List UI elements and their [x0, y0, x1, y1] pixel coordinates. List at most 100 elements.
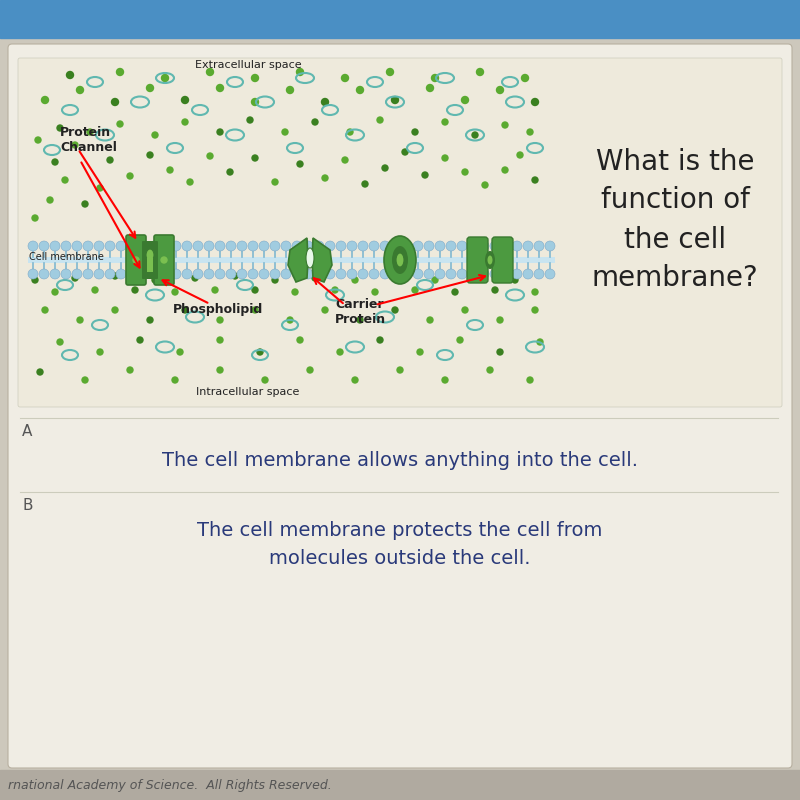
Circle shape [132, 287, 138, 293]
Circle shape [347, 129, 353, 135]
Circle shape [502, 167, 508, 173]
Circle shape [167, 167, 173, 173]
Circle shape [105, 241, 115, 251]
Circle shape [391, 269, 401, 279]
FancyBboxPatch shape [142, 241, 158, 279]
Circle shape [105, 269, 115, 279]
Circle shape [325, 269, 335, 279]
Circle shape [372, 289, 378, 295]
Circle shape [501, 269, 511, 279]
Circle shape [237, 241, 247, 251]
Circle shape [347, 241, 357, 251]
Circle shape [171, 269, 181, 279]
Circle shape [35, 137, 41, 143]
Circle shape [426, 85, 434, 91]
Circle shape [352, 277, 358, 283]
Circle shape [32, 277, 38, 283]
Circle shape [111, 98, 118, 106]
Circle shape [492, 287, 498, 293]
Circle shape [116, 241, 126, 251]
Circle shape [545, 241, 555, 251]
Circle shape [287, 317, 293, 323]
Circle shape [83, 269, 93, 279]
Circle shape [452, 289, 458, 295]
Circle shape [431, 74, 438, 82]
Polygon shape [312, 238, 332, 282]
Circle shape [217, 317, 223, 323]
Ellipse shape [146, 249, 154, 261]
Bar [0, 0, 800, 38]
Text: Protein
Channel: Protein Channel [60, 126, 117, 154]
Circle shape [52, 289, 58, 295]
Circle shape [32, 215, 38, 221]
Circle shape [286, 86, 294, 94]
Circle shape [94, 269, 104, 279]
Circle shape [161, 257, 167, 263]
Circle shape [72, 275, 78, 281]
Circle shape [432, 277, 438, 283]
Circle shape [57, 125, 63, 131]
Circle shape [217, 85, 223, 91]
Circle shape [252, 155, 258, 161]
Circle shape [207, 153, 213, 159]
Circle shape [182, 307, 188, 313]
Circle shape [177, 349, 183, 355]
FancyBboxPatch shape [8, 44, 792, 768]
Ellipse shape [392, 246, 408, 274]
Circle shape [534, 269, 544, 279]
Circle shape [212, 287, 218, 293]
Circle shape [217, 337, 223, 343]
Circle shape [82, 377, 88, 383]
Circle shape [97, 185, 103, 191]
Circle shape [226, 241, 236, 251]
Text: Phospholipid: Phospholipid [173, 303, 263, 317]
Circle shape [107, 157, 113, 163]
Circle shape [259, 269, 269, 279]
Circle shape [497, 317, 503, 323]
Circle shape [325, 241, 335, 251]
Circle shape [512, 269, 522, 279]
Ellipse shape [306, 248, 314, 268]
Circle shape [517, 152, 523, 158]
Circle shape [127, 173, 133, 179]
Circle shape [83, 241, 93, 251]
Circle shape [472, 275, 478, 281]
Circle shape [37, 369, 43, 375]
Circle shape [39, 241, 49, 251]
Circle shape [501, 241, 511, 251]
Circle shape [215, 269, 225, 279]
Text: B: B [22, 498, 33, 514]
Circle shape [497, 349, 503, 355]
Circle shape [468, 241, 478, 251]
Circle shape [380, 269, 390, 279]
Circle shape [138, 269, 148, 279]
Circle shape [252, 307, 258, 313]
Circle shape [50, 241, 60, 251]
Circle shape [292, 269, 302, 279]
Circle shape [149, 241, 159, 251]
Circle shape [303, 241, 313, 251]
Circle shape [457, 337, 463, 343]
Circle shape [137, 337, 143, 343]
Circle shape [147, 152, 153, 158]
Circle shape [392, 307, 398, 313]
Bar [0, 770, 800, 800]
Circle shape [146, 85, 154, 91]
Circle shape [47, 197, 53, 203]
Circle shape [77, 317, 83, 323]
Circle shape [270, 241, 280, 251]
Circle shape [272, 179, 278, 185]
Circle shape [57, 339, 63, 345]
Circle shape [281, 269, 291, 279]
Circle shape [259, 241, 269, 251]
Circle shape [112, 273, 118, 279]
Circle shape [182, 241, 192, 251]
Circle shape [322, 307, 328, 313]
Polygon shape [288, 238, 308, 282]
Circle shape [94, 241, 104, 251]
Circle shape [479, 241, 489, 251]
Circle shape [369, 241, 379, 251]
Circle shape [192, 275, 198, 281]
Circle shape [358, 269, 368, 279]
Circle shape [531, 98, 538, 106]
